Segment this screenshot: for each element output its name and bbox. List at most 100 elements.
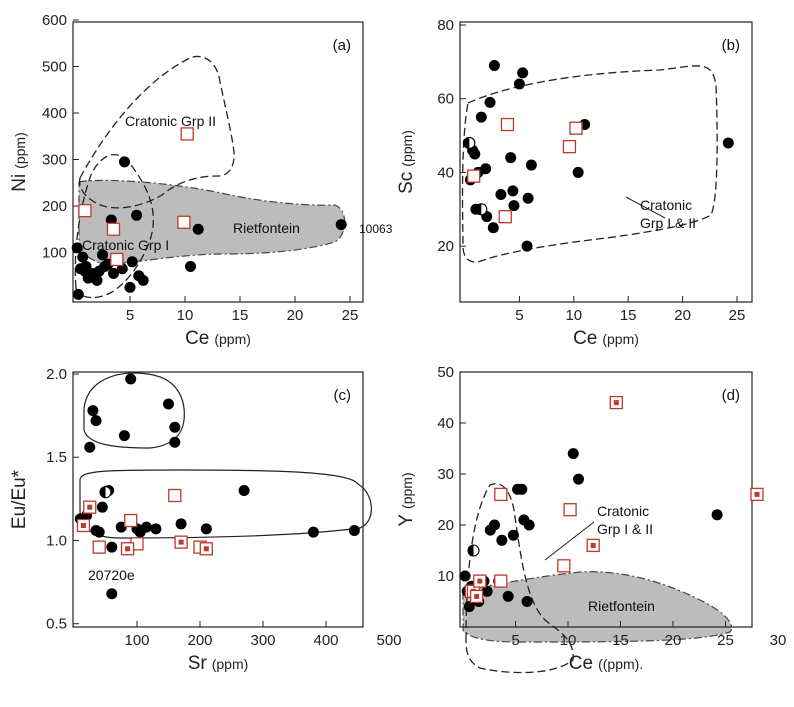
panel-b-y-axis-label: Sc <box>396 172 417 194</box>
panel-b-point-square <box>562 139 577 154</box>
panel-d-point-dot-square <box>586 538 600 553</box>
panel-d-y-tick-label: 30 <box>437 466 454 483</box>
panel-d-point-filled <box>481 585 493 597</box>
panel-d-point-filled <box>573 473 584 485</box>
panel-c-x-axis-label: Sr <box>188 653 208 674</box>
panel-d-y-tick-label: 40 <box>437 415 454 432</box>
panel-b-y-tick-label: 20 <box>437 238 454 255</box>
panel-b-point-half <box>475 203 488 216</box>
panel-d-x-tick-label: 15 <box>612 632 629 649</box>
panel-c-point-filled <box>84 441 96 453</box>
panel-a-point-filled <box>71 242 83 254</box>
panel-b-point-square <box>569 121 583 135</box>
panel-d-point-filled <box>463 601 475 613</box>
panel-d-y-axis-unit: (ppm) <box>399 472 415 509</box>
panel-a-point-filled <box>119 156 130 168</box>
panel-c-point-filled <box>238 485 250 497</box>
panel-b-annotation: Grp I & II <box>640 215 696 231</box>
field-outlines <box>74 55 733 674</box>
panel-b-point-filled <box>572 166 584 178</box>
panel-d-point-filled <box>523 519 535 531</box>
panel-a-y-tick-label: 600 <box>42 12 67 29</box>
panel-a-point-filled <box>97 249 108 261</box>
panel-a-point-filled <box>77 251 89 263</box>
panel-d-x-axis-unit: ((ppm). <box>598 656 643 672</box>
panel-b-point-filled <box>505 152 517 164</box>
panel-b-y-tick-label: 60 <box>437 91 454 108</box>
panel-c-point-filled <box>93 526 105 538</box>
panel-a-x-axis-unit: (ppm) <box>214 331 251 347</box>
panel-b-y-tick-label: 80 <box>437 17 454 34</box>
cratonic-grp12-field-b <box>461 65 718 263</box>
panel-d-x-tick-label: 5 <box>511 632 519 649</box>
panel-a-point-filled <box>126 256 138 268</box>
panel-b-point-filled <box>522 192 534 204</box>
panel-a-point-filled <box>131 209 143 221</box>
panel-d-x-axis-label: Ce <box>569 653 593 674</box>
panel-d-label: (d) <box>722 387 740 404</box>
panel-d-y-axis-title: Y (ppm) <box>396 472 417 526</box>
panel-c-point-filled <box>115 521 127 533</box>
panel-a-point-filled <box>335 219 347 231</box>
panel-a-annotation: 10063 <box>359 222 393 236</box>
panel-c-frame <box>72 371 364 628</box>
panel-d-annotation: Cratonic <box>597 503 649 519</box>
panel-c-point-square <box>124 513 138 528</box>
panel-c-point-filled <box>163 398 174 410</box>
panel-c-point-filled <box>106 588 118 600</box>
panel-d-point-square <box>563 503 577 517</box>
panel-d-point-dot-square <box>473 574 487 588</box>
panel-b-y-axis-unit: (ppm) <box>399 130 415 167</box>
panel-d-point-filled <box>567 448 579 460</box>
panel-a-y-tick-label: 300 <box>42 152 67 169</box>
panel-d-x-tick-label: 10 <box>560 632 577 649</box>
panel-c-point-half <box>99 486 112 499</box>
panel-a-point-filled <box>185 260 196 272</box>
panel-a-point-square <box>177 215 191 229</box>
labels: 5 10 15 20 25 100 200 300 400 500 600 (a) Ce (ppm) Ni (… <box>9 12 786 674</box>
panel-c-point-filled <box>169 436 181 448</box>
cratonic-leader-d <box>544 521 595 561</box>
panel-c-y-tick-label: 0.5 <box>46 616 67 633</box>
panel-b-x-tick-label: 5 <box>515 307 523 324</box>
panel-d-point-filled <box>521 596 533 607</box>
panel-c-x-axis-title: Sr (ppm) <box>188 653 249 674</box>
panel-c-y-tick-label: 1.5 <box>46 449 67 466</box>
panel-b-point-filled <box>507 185 519 197</box>
panel-b-point-filled <box>487 222 499 234</box>
panel-d-y-axis-label: Y <box>396 514 417 527</box>
panel-a-point-filled <box>72 288 84 300</box>
panel-d-annotation: Grp I & II <box>597 521 653 537</box>
panel-a-y-axis-unit: (ppm) <box>12 132 28 169</box>
panel-a-x-tick-label: 10 <box>177 307 194 324</box>
panel-d-point-dot-square <box>750 487 764 502</box>
panel-b-point-filled <box>508 200 520 212</box>
panel-d-point-square <box>494 487 508 502</box>
panel-c-x-axis-unit: (ppm) <box>212 656 249 672</box>
panel-b-point-filled <box>525 159 537 171</box>
panel-d-y-tick-label: 20 <box>437 517 454 534</box>
panel-b-x-tick-label: 10 <box>565 307 582 324</box>
data-points <box>71 60 764 613</box>
panel-b-point-filled <box>480 163 492 175</box>
panel-a-x-tick-label: 15 <box>232 307 249 324</box>
panel-a-x-tick-label: 25 <box>342 307 359 324</box>
panel-b-point-square <box>500 117 515 132</box>
panel-b-y-tick-label: 40 <box>437 164 454 181</box>
panel-a-x-axis-title: Ce (ppm) <box>185 328 251 349</box>
panel-a-x-tick-label: 20 <box>287 307 304 324</box>
panel-b-x-axis-label: Ce <box>573 328 597 349</box>
panel-c-point-dot-square <box>120 542 135 556</box>
panel-c-point-filled <box>200 523 212 535</box>
rietfontein-field-d <box>462 571 733 643</box>
panel-d-x-axis-title: Ce ((ppm). <box>569 653 643 674</box>
panel-b-point-half <box>463 136 476 149</box>
panel-c-point-dot-square <box>199 542 213 556</box>
panel-a-point-filled <box>108 267 119 279</box>
panel-d-x-tick-label: 20 <box>665 632 682 649</box>
panel-b-label: (b) <box>722 37 740 54</box>
panel-c-y-axis-label: Eu/Eu* <box>9 469 30 529</box>
cratonic-grp1-field-a <box>74 154 154 299</box>
panel-c-point-filled <box>90 415 102 427</box>
